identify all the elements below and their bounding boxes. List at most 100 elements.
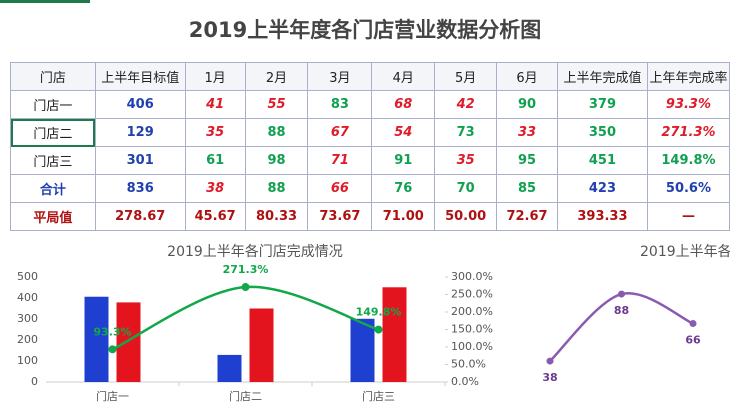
y2-tick-label: 0.0% [451,375,479,388]
value-label: 38 [542,371,557,384]
cell[interactable]: 55 [244,90,309,119]
cell[interactable]: 50.6% [646,174,730,203]
bar [350,318,375,382]
cell[interactable]: 406 [94,90,186,119]
cell[interactable]: 379 [556,90,648,119]
accent [0,0,90,3]
cell[interactable]: 76 [371,174,436,203]
x-tick-label: 门店三 [362,389,395,403]
y2-tick-label: 150.0% [451,323,493,336]
y-tick-label: 100 [17,354,38,367]
cell[interactable]: 393.33 [556,202,648,231]
cell[interactable]: 85 [496,174,558,203]
cell[interactable]: 73.67 [307,202,373,231]
cell[interactable]: 3月 [307,62,373,91]
y2-tick-label: 50.0% [451,358,486,371]
cell[interactable]: 271.3% [646,118,730,147]
value-label: 271.3% [223,263,269,276]
cell[interactable]: 61 [184,146,246,175]
cell[interactable]: 54 [371,118,436,147]
cell[interactable]: 149.8% [646,146,730,175]
point [374,325,383,334]
cell[interactable]: 90 [496,90,558,119]
cell[interactable]: 33 [496,118,558,147]
cell[interactable]: 35 [434,146,498,175]
cell[interactable]: 836 [94,174,186,203]
cell[interactable]: 73 [434,118,498,147]
bar [249,308,274,382]
cell[interactable]: 98 [244,146,309,175]
point [618,290,625,298]
cell[interactable]: 350 [556,118,648,147]
cell[interactable]: 4月 [371,62,436,91]
cell[interactable]: 301 [94,146,186,175]
cell[interactable]: 45.67 [184,202,246,231]
cell[interactable]: 平局值 [10,202,96,231]
cell[interactable]: 88 [244,174,309,203]
cell[interactable]: 83 [307,90,373,119]
cell[interactable]: 68 [371,90,436,119]
cell[interactable]: 66 [307,174,373,203]
value-label: 93.3% [93,325,131,338]
cell[interactable]: 50.00 [434,202,498,231]
y2-tick-label: 300.0% [451,270,493,283]
cell[interactable]: 6月 [496,62,558,91]
bar [84,296,109,382]
header-row: 门店 上半年目标值 1月 2月 3月 4月 5月 6月 上半年完成值 上年年完成率 [10,62,730,91]
x-tick-label: 门店二 [229,389,262,403]
row: 门店三 301 61 98 71 91 35 95 451 149.8% [10,146,730,175]
cell[interactable]: 71 [307,146,373,175]
cell[interactable]: 门店 [10,62,96,91]
y2-tick-label: 200.0% [451,305,493,318]
point [241,283,250,292]
row: 平局值 278.67 45.67 80.33 73.67 71.00 50.00 72.67 3… [10,202,730,231]
cell[interactable]: 91 [371,146,436,175]
cell[interactable]: 上半年目标值 [94,62,186,91]
cell[interactable]: 451 [556,146,648,175]
cell[interactable]: 41 [184,90,246,119]
bar [217,354,242,382]
chart-title: 2019上半年各门店完成情况 [167,244,343,260]
cell[interactable]: 门店一 [10,90,96,119]
y-tick-label: 0 [31,375,38,388]
cell[interactable]: 129 [94,118,186,147]
value-label: 66 [685,334,701,347]
cell[interactable]: 278.67 [94,202,186,231]
cell[interactable]: 70 [434,174,498,203]
y-tick-label: 400 [17,291,38,304]
cell[interactable]: 42 [434,90,498,119]
bar [382,287,407,382]
cell[interactable]: 67 [307,118,373,147]
chart-title: 2019上半年各 [640,244,730,260]
cell[interactable]: 88 [244,118,309,147]
cell[interactable]: 合计 [10,174,96,203]
y2-tick-label: 250.0% [451,288,493,301]
cell[interactable]: 门店三 [10,146,96,175]
cell[interactable]: 门店二 [10,118,96,147]
cell[interactable]: 423 [556,174,648,203]
cell[interactable]: 2月 [244,62,309,91]
point [108,345,117,354]
cell[interactable]: 上半年完成值 [556,62,648,91]
page-title: 2019上半年度各门店营业数据分析图 [188,18,542,42]
y-tick-label: 500 [17,270,38,283]
cell[interactable]: 72.67 [496,202,558,231]
x-tick-label: 门店一 [96,389,129,403]
value-label: 88 [614,304,629,317]
row: 门店一 406 41 55 83 68 42 90 379 93.3% [10,90,730,119]
data-table: 门店 上半年目标值 1月 2月 3月 4月 5月 6月 上半年完成值 上年年完成率 门店一 406 41… [10,62,730,231]
cell[interactable]: 5月 [434,62,498,91]
cell[interactable]: 1月 [184,62,246,91]
cell[interactable]: 80.33 [244,202,309,231]
cell[interactable]: 93.3% [646,90,730,119]
row: 合计 836 38 88 66 76 70 85 423 50.6% [10,174,730,203]
point [546,357,554,365]
cell[interactable]: 38 [184,174,246,203]
cell[interactable]: 35 [184,118,246,147]
cell[interactable]: — [646,202,730,231]
cell[interactable]: 95 [496,146,558,175]
cell[interactable]: 71.00 [371,202,436,231]
cell[interactable]: 上年年完成率 [646,62,730,91]
